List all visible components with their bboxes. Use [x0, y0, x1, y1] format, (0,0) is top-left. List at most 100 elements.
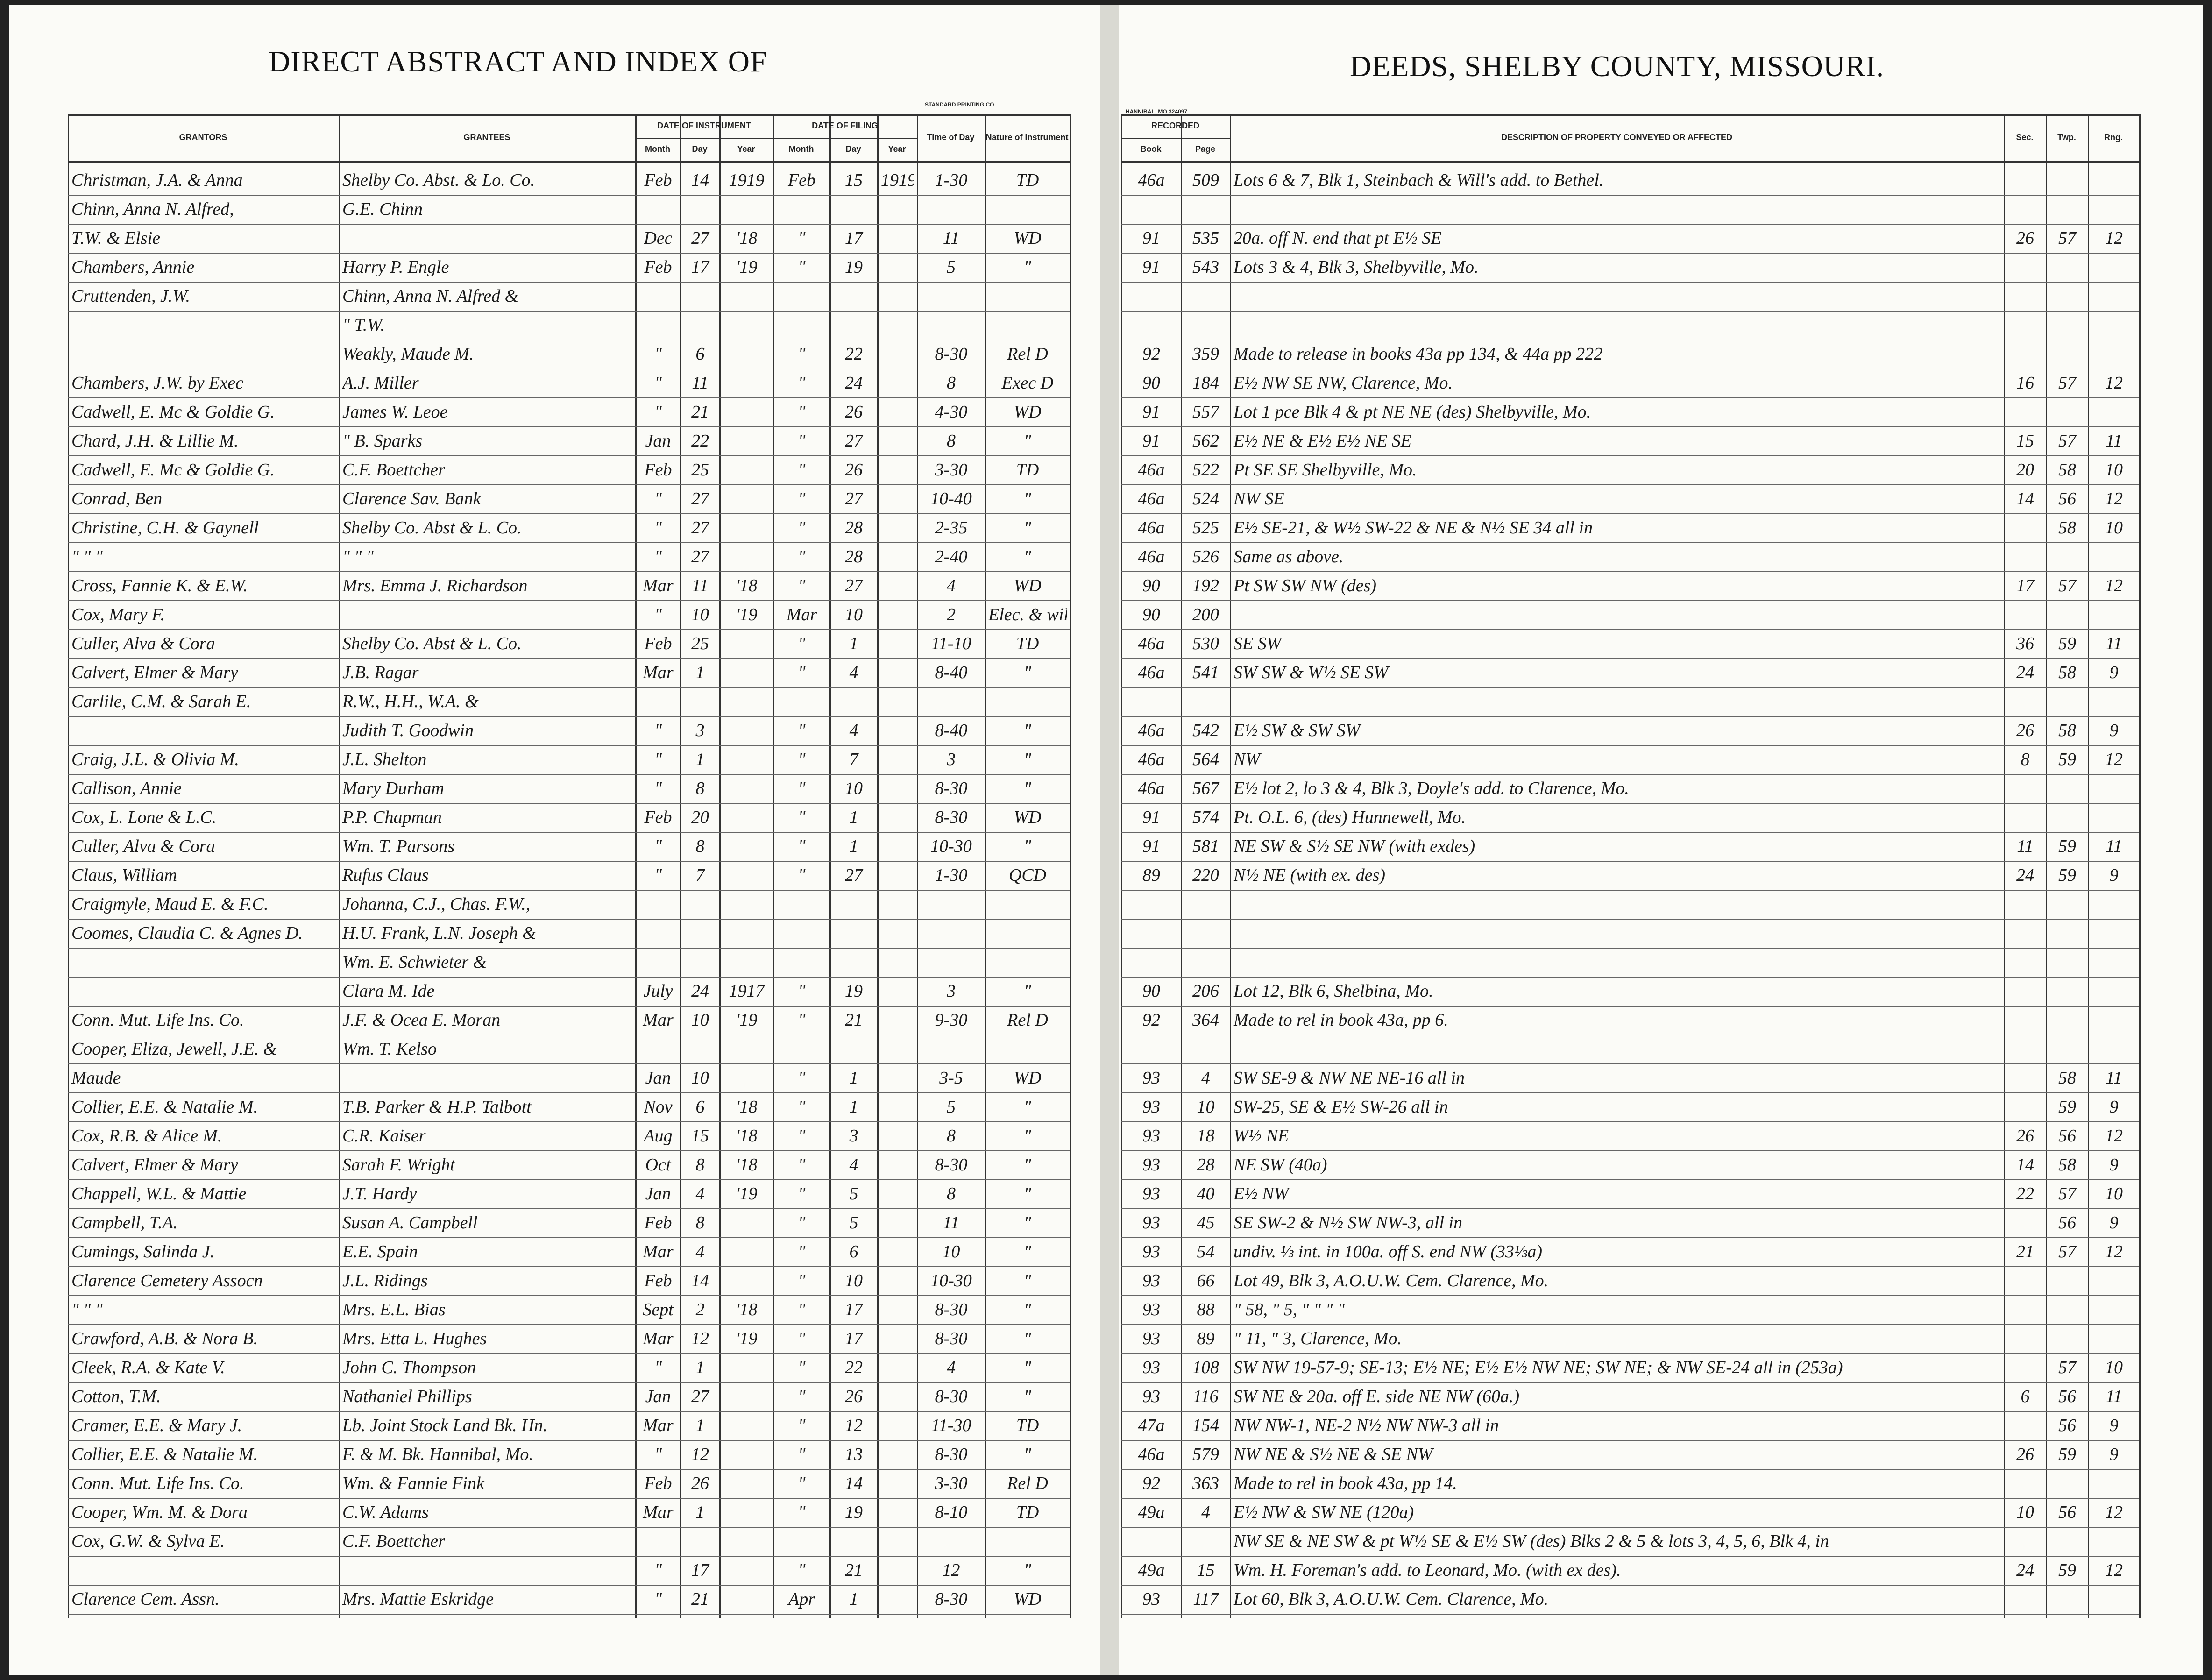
cell-sec: 6	[2021, 1387, 2030, 1406]
cell-inst-year: '19	[736, 1010, 758, 1030]
cell-book: 46a	[1138, 547, 1165, 567]
cell-inst-month: Feb	[644, 460, 672, 480]
cell-file-day: 19	[845, 257, 863, 277]
cell-inst-month: Mar	[643, 1242, 674, 1262]
cell-book: 91	[1142, 228, 1160, 248]
cell-grantor: Calvert, Elmer & Mary	[71, 1155, 238, 1175]
cell-rng: 12	[2105, 373, 2123, 393]
cell-description: Lot 60, Blk 3, A.O.U.W. Cem. Clarence, M…	[1234, 1589, 1549, 1609]
cell-inst-day: 26	[691, 1474, 709, 1493]
cell-nature: TD	[1016, 170, 1039, 190]
cell-inst-day: 12	[691, 1329, 709, 1348]
cell-file-month: "	[798, 1184, 806, 1204]
cell-inst-day: 8	[695, 1213, 705, 1233]
cell-time: 3-5	[939, 1068, 963, 1088]
ruled-line	[1121, 513, 2139, 514]
cell-grantor: Cotton, T.M.	[71, 1387, 161, 1406]
cell-grantee: Mrs. Emma J. Richardson	[342, 576, 528, 595]
cell-grantor: Christman, J.A. & Anna	[71, 170, 243, 190]
cell-nature: Rel D	[1007, 1474, 1048, 1493]
column-header: Year	[888, 144, 906, 154]
ruled-line	[1121, 1295, 2139, 1296]
cell-page: 18	[1197, 1126, 1215, 1146]
column-rule	[2004, 114, 2005, 1618]
cell-rng: 10	[2105, 460, 2123, 480]
cell-file-day: 4	[849, 721, 858, 740]
cell-file-day: 28	[845, 518, 863, 538]
cell-rng: 12	[2105, 1503, 2123, 1522]
cell-grantee: Johanna, C.J., Chas. F.W.,	[342, 894, 531, 914]
cell-book: 93	[1142, 1184, 1160, 1204]
cell-inst-day: 22	[691, 431, 709, 451]
ruled-line	[1121, 1006, 2139, 1007]
cell-file-month: "	[798, 1387, 806, 1406]
cell-inst-day: 11	[692, 576, 709, 595]
column-rule	[985, 114, 986, 1618]
cell-description: SW-25, SE & E½ SW-26 all in	[1234, 1097, 1448, 1117]
cell-nature: "	[1024, 431, 1031, 451]
cell-grantee: R.W., H.H., W.A. &	[342, 692, 479, 711]
cell-grantee: Clarence Sav. Bank	[342, 489, 481, 509]
cell-time: 8-30	[935, 1300, 968, 1319]
cell-inst-day: 10	[691, 605, 709, 624]
ruled-line	[1121, 803, 2139, 804]
cell-book: 46a	[1138, 460, 1165, 480]
ruled-line	[1121, 397, 2139, 398]
cell-inst-month: Mar	[643, 1416, 674, 1435]
cell-nature: WD	[1014, 808, 1042, 827]
cell-file-month: Apr	[788, 1589, 815, 1609]
cell-rng: 10	[2105, 518, 2123, 538]
cell-file-month: "	[798, 1068, 806, 1088]
cell-inst-month: Jan	[645, 1387, 671, 1406]
ruled-line	[1121, 1498, 2139, 1499]
cell-twp: 59	[2058, 1097, 2076, 1117]
cell-file-month: "	[798, 1358, 806, 1377]
cell-page: 15	[1197, 1560, 1215, 1580]
cell-inst-day: 8	[695, 779, 705, 798]
ruled-line	[68, 1527, 1070, 1528]
cell-book: 93	[1142, 1155, 1160, 1175]
cell-page: 543	[1192, 257, 1219, 277]
cell-time: 8-30	[935, 1589, 968, 1609]
cell-rng: 9	[2109, 1213, 2119, 1233]
cell-grantor: Cadwell, E. Mc & Goldie G.	[71, 402, 275, 422]
cell-file-month: "	[798, 1010, 806, 1030]
cell-inst-day: 17	[691, 257, 709, 277]
cell-page: 535	[1192, 228, 1219, 248]
cell-time: 8-30	[935, 808, 968, 827]
cell-time: 5	[947, 257, 956, 277]
column-rule	[917, 114, 918, 1618]
cell-file-day: 1	[849, 1068, 858, 1088]
cell-nature: QCD	[1008, 865, 1047, 885]
cell-time: 12	[942, 1560, 960, 1580]
cell-page: 116	[1193, 1387, 1219, 1406]
cell-book: 93	[1142, 1589, 1160, 1609]
column-rule	[773, 114, 774, 1618]
cell-time: 8-30	[935, 1155, 968, 1175]
cell-description: SW NE & 20a. off E. side NE NW (60a.)	[1234, 1387, 1520, 1406]
cell-inst-day: 8	[695, 836, 705, 856]
cell-inst-month: Jan	[645, 1184, 671, 1204]
cell-nature: "	[1024, 547, 1031, 567]
cell-file-day: 27	[845, 576, 863, 595]
cell-file-month: "	[798, 1271, 806, 1290]
cell-time: 2-40	[935, 547, 968, 567]
cell-file-month: "	[798, 1416, 806, 1435]
ruled-line	[1121, 977, 2139, 978]
column-rule	[877, 114, 879, 1618]
cell-time: 8-30	[935, 1329, 968, 1348]
cell-inst-year: 1919	[729, 170, 765, 190]
cell-inst-month: Feb	[644, 170, 672, 190]
cell-file-month: "	[798, 518, 806, 538]
ruled-line	[1121, 253, 2139, 254]
cell-description: Pt SW SW NW (des)	[1234, 576, 1377, 595]
cell-grantor: Cox, G.W. & Sylva E.	[71, 1531, 225, 1551]
cell-description: SE SW	[1234, 634, 1282, 653]
column-header: DATE OF FILING	[812, 121, 878, 130]
cell-inst-year: '18	[736, 1155, 758, 1175]
printer-note: STANDARD PRINTING CO.	[925, 101, 996, 108]
cell-grantee: E.E. Spain	[342, 1242, 418, 1262]
cell-file-month: "	[798, 1560, 806, 1580]
cell-grantor: Conrad, Ben	[71, 489, 163, 509]
cell-file-day: 19	[845, 1503, 863, 1522]
